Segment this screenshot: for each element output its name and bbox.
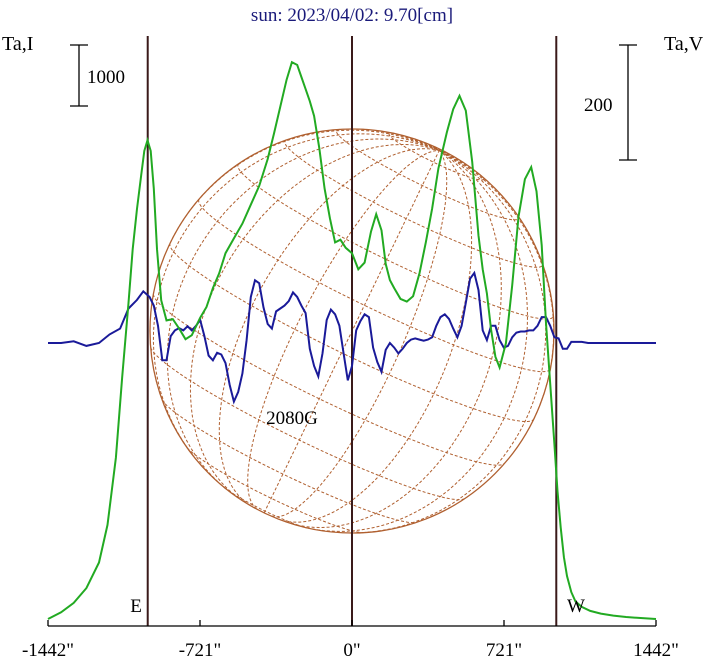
latitude-line [152, 294, 505, 466]
latitude-line [388, 132, 484, 181]
x-axis-ticks: -1442" -721" 0" 721" 1442" [22, 620, 679, 661]
solar-disk [149, 128, 555, 534]
west-label: W [567, 596, 585, 617]
longitude-line [271, 150, 448, 518]
chart-title: sun: 2023/04/02: 9.70[cm] [251, 5, 453, 26]
right-scale-bar [619, 44, 637, 161]
x-tick-label: -721" [179, 640, 222, 661]
longitude-line [352, 149, 547, 534]
source-annotation: 2080G [266, 408, 318, 429]
right-scale-bar-label: 200 [584, 95, 613, 116]
longitude-line [438, 148, 441, 151]
x-tick-label: 721" [486, 640, 522, 661]
longitude-line [247, 149, 440, 510]
longitude-line [434, 146, 440, 151]
left-axis-label: Ta,I [2, 33, 33, 55]
heliographic-grid [150, 128, 555, 534]
x-tick-label: 0" [343, 640, 360, 661]
series-line-polarization [48, 270, 656, 405]
x-tick-label: 1442" [633, 640, 679, 661]
longitude-line [263, 150, 440, 514]
latitude-line [284, 139, 544, 268]
longitude-line [218, 148, 440, 506]
east-label: E [130, 596, 142, 617]
longitude-line [169, 129, 440, 244]
longitude-line [152, 133, 440, 457]
longitude-line [291, 149, 502, 529]
latitude-line [335, 128, 520, 221]
longitude-line [278, 150, 473, 523]
longitude-line [439, 149, 460, 161]
limb-lines [146, 36, 558, 626]
longitude-line [189, 143, 440, 499]
left-scale-bar-label: 1000 [87, 67, 125, 88]
latitude-line [186, 447, 363, 534]
longitude-line [166, 138, 440, 489]
right-axis-label: Ta,V [664, 33, 704, 55]
left-scale-bar [70, 44, 88, 107]
x-tick-label: -1442" [22, 640, 74, 661]
series-line-intensity [47, 60, 657, 620]
